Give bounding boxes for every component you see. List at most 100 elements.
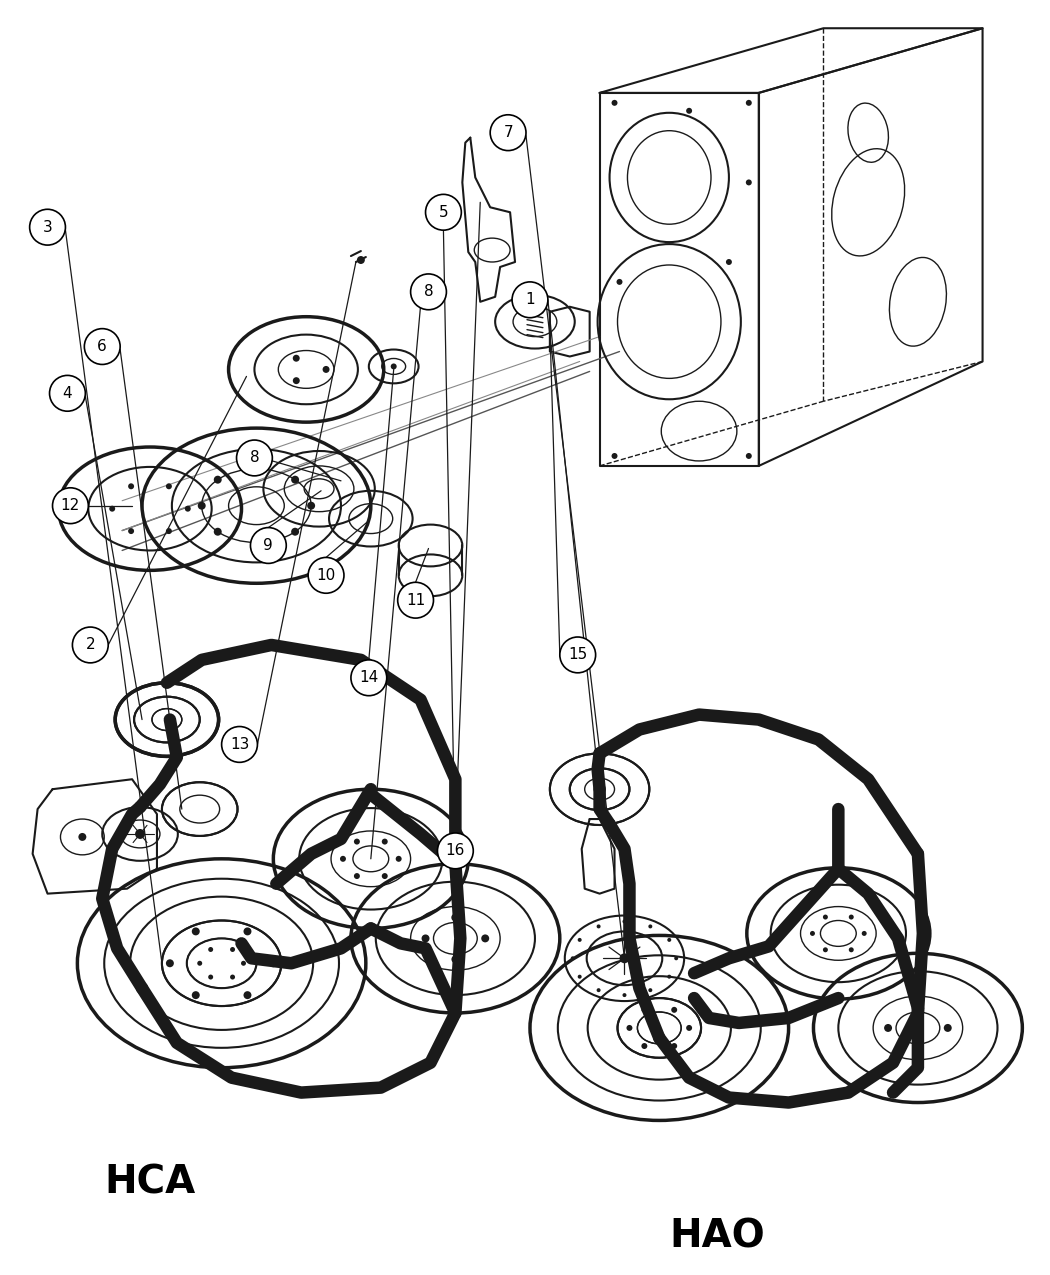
Circle shape	[452, 955, 459, 964]
Circle shape	[293, 377, 299, 384]
Circle shape	[208, 947, 213, 952]
Circle shape	[382, 873, 387, 878]
Circle shape	[686, 108, 692, 113]
Circle shape	[648, 988, 652, 992]
Text: HCA: HCA	[104, 1163, 195, 1201]
Circle shape	[354, 873, 360, 878]
Circle shape	[578, 938, 582, 942]
Circle shape	[251, 528, 287, 564]
Circle shape	[726, 259, 732, 265]
Circle shape	[452, 913, 459, 922]
Text: 5: 5	[439, 205, 448, 219]
Text: 8: 8	[424, 284, 434, 300]
Circle shape	[746, 453, 752, 459]
Circle shape	[668, 974, 671, 979]
Circle shape	[671, 1007, 677, 1012]
Circle shape	[642, 1043, 648, 1049]
Circle shape	[214, 476, 222, 483]
Circle shape	[49, 375, 85, 412]
Circle shape	[166, 483, 172, 490]
Circle shape	[291, 528, 299, 536]
Circle shape	[596, 988, 601, 992]
Circle shape	[396, 856, 402, 862]
Circle shape	[135, 829, 145, 839]
Circle shape	[230, 947, 235, 952]
Text: 6: 6	[98, 339, 107, 354]
Circle shape	[52, 488, 88, 524]
Circle shape	[322, 366, 330, 372]
Circle shape	[185, 506, 191, 511]
Circle shape	[391, 363, 397, 370]
Circle shape	[668, 938, 671, 942]
Circle shape	[192, 927, 200, 936]
Circle shape	[642, 1007, 648, 1012]
Circle shape	[244, 991, 251, 1000]
Circle shape	[192, 991, 200, 1000]
Circle shape	[481, 935, 489, 942]
Circle shape	[252, 538, 260, 547]
Circle shape	[291, 476, 299, 483]
Circle shape	[425, 194, 461, 231]
Circle shape	[914, 1003, 922, 1011]
Circle shape	[944, 1024, 951, 1031]
Circle shape	[252, 465, 260, 473]
Circle shape	[84, 329, 120, 365]
Circle shape	[197, 961, 203, 965]
Circle shape	[293, 354, 299, 362]
Circle shape	[862, 931, 866, 936]
Circle shape	[398, 583, 434, 618]
Circle shape	[571, 956, 574, 960]
Circle shape	[411, 274, 446, 310]
Text: 9: 9	[264, 538, 273, 553]
Circle shape	[109, 506, 116, 511]
Text: 13: 13	[230, 737, 249, 752]
Circle shape	[242, 961, 246, 965]
Circle shape	[746, 180, 752, 185]
Text: 4: 4	[63, 386, 72, 400]
Circle shape	[884, 1024, 892, 1031]
Circle shape	[29, 209, 65, 245]
Circle shape	[214, 528, 222, 536]
Circle shape	[208, 974, 213, 979]
Circle shape	[354, 839, 360, 844]
Circle shape	[490, 115, 526, 150]
Circle shape	[596, 924, 601, 928]
Circle shape	[560, 638, 595, 673]
Circle shape	[128, 528, 134, 534]
Circle shape	[627, 1025, 632, 1031]
Text: 15: 15	[568, 648, 587, 663]
Circle shape	[166, 528, 172, 534]
Text: HAO: HAO	[669, 1218, 764, 1256]
Text: 12: 12	[61, 499, 80, 514]
Circle shape	[620, 954, 629, 964]
Circle shape	[648, 924, 652, 928]
Circle shape	[611, 99, 617, 106]
Circle shape	[611, 453, 617, 459]
Circle shape	[848, 947, 854, 952]
Circle shape	[848, 914, 854, 919]
Circle shape	[810, 931, 815, 936]
Text: 2: 2	[85, 638, 96, 653]
Circle shape	[222, 727, 257, 762]
Text: 10: 10	[316, 567, 336, 583]
Circle shape	[244, 927, 251, 936]
Text: 14: 14	[359, 671, 378, 685]
Circle shape	[128, 483, 134, 490]
Circle shape	[674, 956, 678, 960]
Circle shape	[623, 993, 627, 997]
Circle shape	[197, 502, 206, 510]
Circle shape	[512, 282, 548, 317]
Circle shape	[578, 974, 582, 979]
Circle shape	[616, 279, 623, 284]
Circle shape	[270, 959, 277, 968]
Text: 3: 3	[43, 219, 53, 235]
Text: 8: 8	[250, 450, 259, 465]
Text: 16: 16	[445, 843, 465, 858]
Text: 1: 1	[525, 292, 534, 307]
Circle shape	[166, 959, 174, 968]
Circle shape	[823, 947, 827, 952]
Circle shape	[72, 627, 108, 663]
Circle shape	[230, 974, 235, 979]
Circle shape	[914, 1044, 922, 1053]
Circle shape	[351, 660, 386, 696]
